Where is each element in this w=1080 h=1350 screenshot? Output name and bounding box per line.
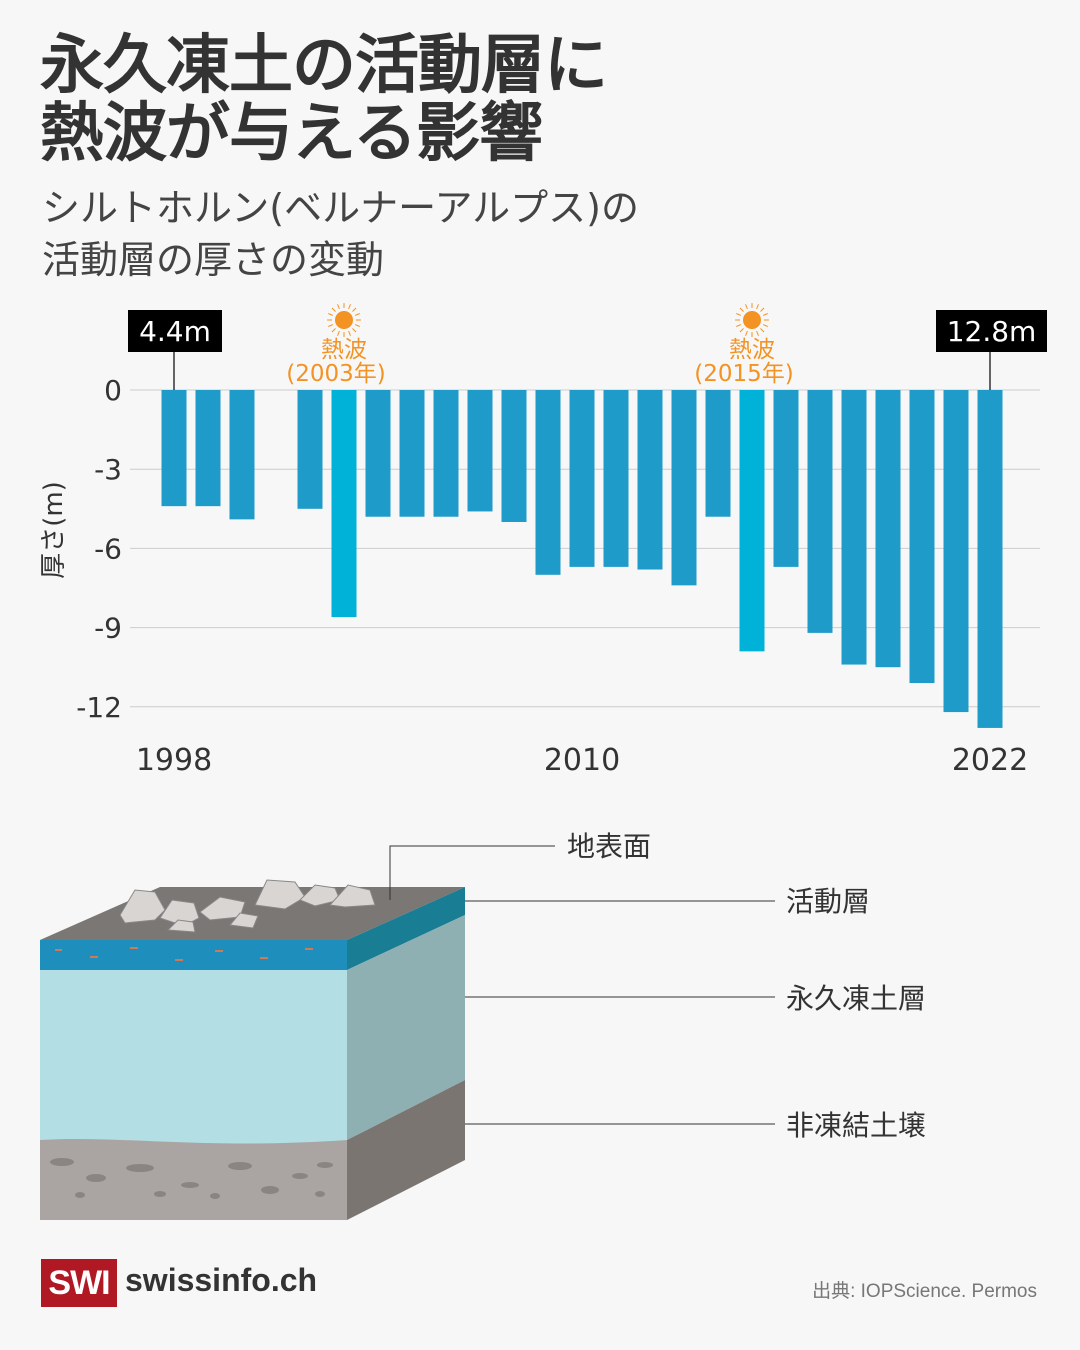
subtitle-line-2: 活動層の厚さの変動 — [42, 238, 385, 282]
y-axis-label: 厚さ(m) — [39, 481, 69, 579]
y-tick-label: -3 — [94, 453, 122, 486]
bar-2022 — [977, 390, 1003, 728]
y-tick-label: -12 — [76, 691, 122, 724]
bar-2012 — [637, 390, 663, 570]
sun-icon — [327, 303, 361, 337]
y-tick-label: -6 — [94, 532, 122, 565]
annotation-title: 熱波 — [321, 337, 367, 363]
bar-2008 — [501, 390, 527, 522]
soil-front — [40, 1138, 347, 1220]
soil-side — [347, 1080, 465, 1220]
x-tick-label: 1998 — [136, 743, 212, 778]
site-name[interactable]: swissinfo.ch — [125, 1262, 318, 1298]
bar-2000 — [229, 390, 255, 520]
callout-label: 4.4m — [139, 315, 211, 348]
page-title: 永久凍土の活動層に 熱波が与える影響 — [40, 29, 608, 171]
permafrost-front — [40, 970, 347, 1150]
active-layer-front — [40, 940, 347, 970]
ground-surface — [40, 887, 465, 940]
label-surface: 地表面 — [567, 830, 652, 863]
bar-2014 — [705, 390, 731, 517]
active-layer-texture — [55, 947, 313, 961]
bar-2011 — [603, 390, 629, 567]
label-unfrozen-soil: 非凍結土壌 — [786, 1109, 927, 1142]
annotation-title: 熱波 — [729, 337, 775, 363]
callout-box — [936, 310, 1047, 352]
bar-2016 — [773, 390, 799, 567]
callout-box — [128, 310, 222, 352]
callout-label: 12.8m — [947, 315, 1037, 348]
bar-2021 — [943, 390, 969, 713]
y-tick-label: -9 — [94, 612, 122, 645]
bar-2020 — [909, 390, 935, 684]
x-tick-label: 2010 — [544, 743, 620, 778]
swi-logo[interactable]: SWI — [41, 1259, 117, 1307]
bar-2005 — [399, 390, 425, 517]
active-layer-side — [347, 887, 465, 970]
bar-2017 — [807, 390, 833, 633]
bar-1999 — [195, 390, 221, 507]
soil-stones — [50, 1158, 333, 1199]
bar-2003 — [331, 390, 357, 618]
bar-2010 — [569, 390, 595, 567]
surface-leader — [389, 845, 555, 900]
subtitle: シルトホルン(ベルナーアルプス)の 活動層の厚さの変動 — [42, 182, 639, 286]
bar-2006 — [433, 390, 459, 517]
label-active-layer: 活動層 — [786, 885, 871, 918]
sun-icon — [735, 303, 769, 337]
title-line-2: 熱波が与える影響 — [40, 97, 543, 171]
bar-2004 — [365, 390, 391, 517]
bar-2019 — [875, 390, 901, 668]
bar-2018 — [841, 390, 867, 665]
bar-2002 — [297, 390, 323, 509]
y-tick-label: 0 — [104, 374, 122, 407]
bar-1998 — [161, 390, 187, 507]
annotation-year: (2003年) — [286, 361, 385, 387]
rocks-icon — [119, 879, 376, 933]
label-permafrost: 永久凍土層 — [786, 982, 927, 1015]
bar-2007 — [467, 390, 493, 512]
bar-2013 — [671, 390, 697, 586]
permafrost-side — [347, 915, 465, 1140]
subtitle-line-1: シルトホルン(ベルナーアルプス)の — [42, 186, 639, 230]
annotation-year: (2015年) — [694, 361, 793, 387]
source-note: 出典: IOPScience. Permos — [812, 1281, 1037, 1302]
title-line-1: 永久凍土の活動層に — [40, 29, 608, 103]
x-tick-label: 2022 — [952, 743, 1028, 778]
bar-2015 — [739, 390, 765, 652]
bar-2009 — [535, 390, 561, 575]
